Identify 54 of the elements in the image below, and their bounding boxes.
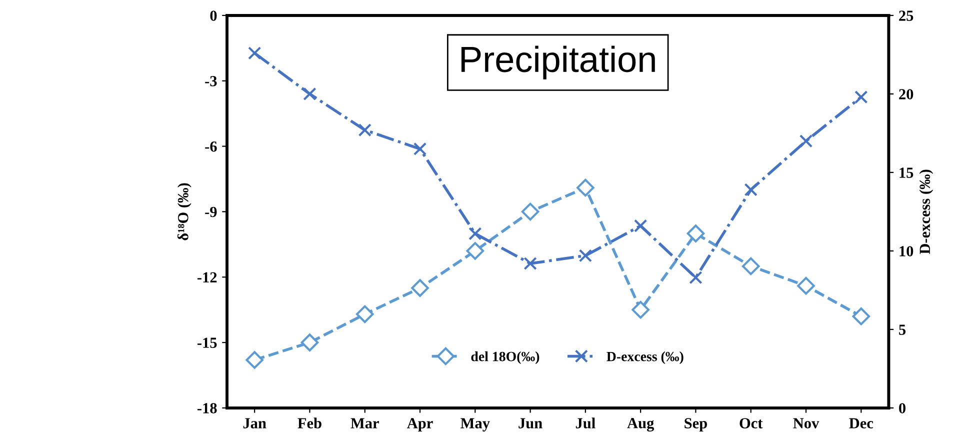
x-tick-label: Mar <box>350 418 379 428</box>
point <box>744 183 758 196</box>
point <box>576 178 594 197</box>
x-tick-label: Dec <box>849 418 874 428</box>
x-tick-label: Apr <box>407 418 433 432</box>
y2-tick-label: 10 <box>900 246 914 256</box>
y-axis-title: δ¹⁸O (‰) <box>177 183 192 240</box>
point <box>521 202 540 221</box>
point <box>578 249 592 262</box>
legend-label: del 18O(‰) <box>471 351 540 364</box>
point <box>632 300 650 319</box>
y-tick-label: -3 <box>205 76 217 86</box>
point <box>303 87 316 101</box>
text: Precipitation <box>461 46 655 80</box>
point <box>358 123 372 137</box>
x-tick-label: May <box>460 418 490 432</box>
point <box>634 219 648 232</box>
x-tick-label: Jan <box>243 418 266 428</box>
y-tick-label: -6 <box>205 141 217 152</box>
legend-label: D-excess (‰) <box>606 351 684 364</box>
x-tick-label: Oct <box>740 418 763 428</box>
point <box>300 334 319 352</box>
point <box>854 90 868 104</box>
point <box>413 142 427 156</box>
y2-tick-label: 15 <box>900 168 914 178</box>
point <box>248 46 262 60</box>
point <box>466 242 484 260</box>
y2-tick-label: 0 <box>899 403 906 414</box>
point <box>411 279 429 297</box>
y2-axis-title: D-excess (‰) <box>919 170 934 254</box>
point <box>468 227 482 240</box>
point <box>742 257 760 276</box>
point <box>356 305 374 324</box>
x-tick-label: Nov <box>793 418 820 428</box>
y-tick-label: -12 <box>197 272 217 282</box>
y-tick-label: -15 <box>197 338 217 348</box>
y2-tick-label: 20 <box>899 89 914 100</box>
point <box>524 256 537 270</box>
y-tick-label: -9 <box>205 206 217 218</box>
point <box>686 224 705 242</box>
point <box>852 307 870 326</box>
point <box>797 276 815 295</box>
x-tick-label: Sep <box>684 418 707 432</box>
x-tick-label: Feb <box>298 418 322 428</box>
x-tick-label: Jun <box>518 418 542 428</box>
y-tick-label: 0 <box>210 10 217 21</box>
point <box>246 351 264 369</box>
x-tick-label: Jul <box>576 418 596 428</box>
y2-tick-label: 25 <box>899 10 914 21</box>
y-tick-label: -18 <box>197 403 217 414</box>
point <box>799 134 813 148</box>
y2-tick-label: 5 <box>899 324 906 335</box>
x-tick-label: Aug <box>627 418 654 432</box>
point <box>689 271 702 284</box>
